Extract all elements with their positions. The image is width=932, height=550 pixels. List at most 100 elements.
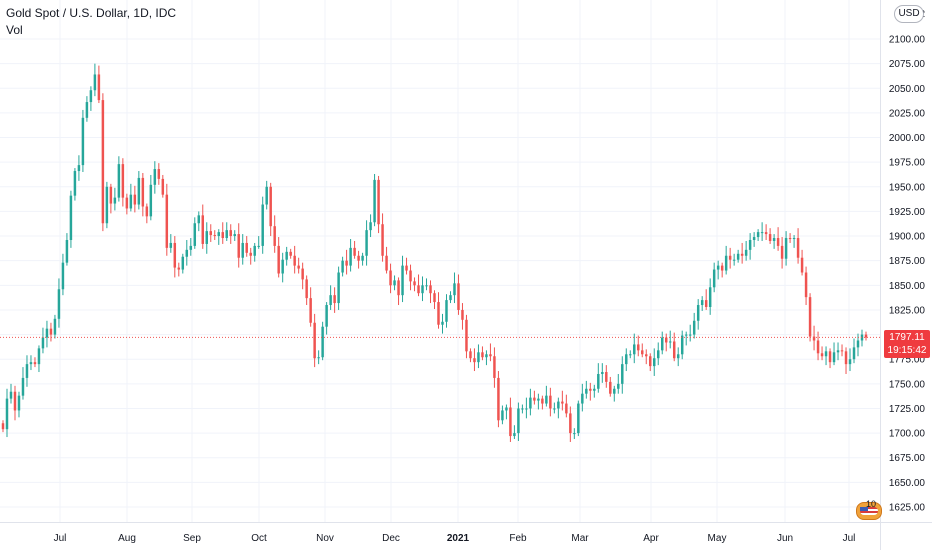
candle [704, 289, 708, 310]
candle [233, 230, 236, 241]
candle [237, 223, 240, 268]
candle [505, 404, 508, 420]
us-flag-icon[interactable] [856, 502, 882, 520]
candle [177, 262, 181, 277]
volume-indicator-label[interactable]: Vol [6, 23, 23, 37]
candle [433, 290, 436, 309]
x-tick-label: Feb [509, 533, 527, 544]
chart-legend: Gold Spot / U.S. Dollar, 1D, IDC Vol [6, 5, 176, 39]
candle [465, 314, 468, 359]
y-tick-label: 2050.00 [889, 84, 926, 95]
candle [752, 232, 756, 247]
candle [113, 187, 117, 211]
candle [764, 224, 768, 240]
candle [461, 303, 464, 330]
candle [309, 287, 312, 327]
candle [409, 264, 412, 291]
candle [377, 175, 380, 234]
y-tick-label: 1775.00 [889, 355, 926, 366]
candle [645, 349, 648, 365]
candle [617, 373, 620, 394]
candle [700, 296, 704, 311]
y-tick-label: 1700.00 [889, 429, 926, 440]
y-tick-label: 1675.00 [889, 453, 926, 464]
candle [29, 355, 33, 371]
x-tick-label: Sep [183, 533, 201, 544]
candle [732, 253, 736, 266]
candle [577, 400, 580, 437]
candle [25, 355, 29, 387]
last-price-value: 1797.11 [889, 332, 925, 343]
candle [509, 397, 512, 442]
candle [736, 249, 740, 263]
candle [189, 238, 193, 256]
candle [13, 385, 17, 421]
candle [457, 274, 460, 315]
candle [137, 171, 141, 210]
time-axis[interactable]: Jul Aug Sep Oct Nov Dec 2021 Feb Mar Apr May Jun Jul [0, 522, 932, 545]
candle [844, 347, 848, 374]
candle [61, 253, 65, 296]
candle [53, 314, 57, 339]
y-tick-label: 1975.00 [889, 158, 926, 169]
y-tick-label: 2100.00 [889, 35, 926, 46]
candle [165, 183, 169, 256]
candle [129, 183, 133, 212]
candle [361, 252, 364, 266]
candle [85, 96, 89, 122]
candles [1, 63, 868, 442]
candle [333, 287, 336, 313]
candle [649, 353, 652, 372]
candle [688, 324, 692, 342]
candle [792, 235, 796, 248]
candle [553, 402, 556, 414]
candle [864, 331, 868, 341]
candle [413, 277, 416, 292]
candle [796, 228, 800, 264]
candle [453, 272, 456, 304]
candle [589, 382, 592, 401]
candle [365, 220, 368, 266]
candle [776, 227, 780, 251]
candle [73, 168, 77, 201]
candle [125, 193, 129, 215]
candle [417, 274, 420, 297]
y-tick-label: 1825.00 [889, 305, 926, 316]
candle [585, 380, 588, 399]
candle [533, 390, 536, 405]
candle [257, 236, 260, 249]
candle [153, 161, 157, 194]
candle [301, 262, 304, 290]
candle [784, 231, 788, 266]
candle [209, 224, 212, 242]
currency-button[interactable]: USD [894, 5, 924, 23]
candle [657, 342, 660, 366]
candle [788, 233, 792, 243]
bar-countdown: 19:15:42 [887, 345, 927, 356]
price-axis[interactable]: 1625.00 1650.00 1675.00 1700.00 1725.00 1750.… [880, 0, 926, 550]
candle [213, 230, 216, 240]
candle [672, 332, 676, 362]
candle [485, 350, 488, 366]
candle [728, 247, 732, 269]
symbol-title[interactable]: Gold Spot / U.S. Dollar, 1D, IDC [6, 6, 177, 20]
candle [609, 376, 612, 397]
y-tick-label: 2075.00 [889, 59, 926, 70]
candle [808, 293, 812, 342]
candle [772, 234, 776, 249]
candle [401, 255, 404, 303]
x-tick-label: Jul [843, 533, 856, 544]
events-count: 10 [866, 499, 877, 509]
candle [345, 249, 348, 275]
x-tick-label: Jul [54, 533, 67, 544]
candle [185, 239, 189, 266]
candle [313, 313, 316, 368]
candle [692, 312, 696, 339]
y-tick-label: 1850.00 [889, 281, 926, 292]
candle [633, 333, 636, 364]
candle [353, 240, 356, 259]
candle [241, 234, 244, 265]
candle [357, 250, 360, 269]
candle [293, 245, 296, 274]
